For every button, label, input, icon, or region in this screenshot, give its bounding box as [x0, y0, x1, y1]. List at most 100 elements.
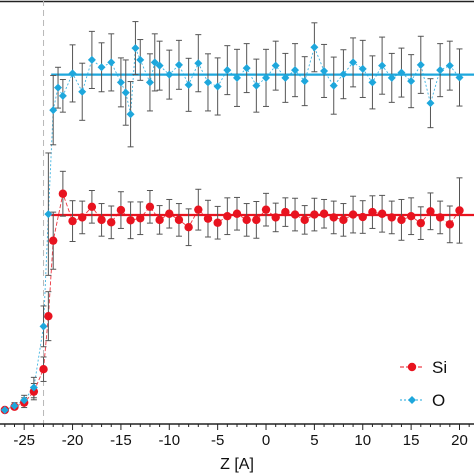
- data-point-si-10: [87, 202, 97, 212]
- data-point-o-38: [320, 66, 329, 75]
- data-point-o-0: [0, 406, 9, 414]
- data-point-o-47: [407, 77, 416, 86]
- data-point-o-10: [78, 87, 87, 96]
- data-point-o-26: [203, 78, 212, 87]
- data-point-si-31: [290, 210, 300, 219]
- data-point-o-40: [339, 70, 348, 79]
- data-point-o-36: [300, 77, 309, 86]
- data-point-o-50: [436, 66, 445, 75]
- data-point-o-5: [44, 210, 53, 219]
- data-point-o-29: [233, 73, 241, 82]
- mean-line-layer: [51, 73, 474, 217]
- data-point-si-46: [435, 213, 445, 222]
- data-point-o-16: [126, 110, 135, 119]
- data-point-o-45: [387, 73, 396, 82]
- x-tick-label: 10: [354, 432, 371, 449]
- data-point-o-1: [10, 401, 19, 410]
- data-point-si-26: [242, 215, 251, 225]
- data-point-o-24: [184, 80, 193, 89]
- data-point-o-34: [281, 73, 290, 82]
- data-point-si-17: [155, 215, 164, 225]
- data-point-o-11: [87, 55, 96, 64]
- data-point-si-22: [203, 214, 213, 223]
- data-point-si-29: [271, 213, 280, 222]
- data-point-o-2: [20, 396, 29, 405]
- data-point-o-28: [223, 66, 232, 75]
- data-point-si-40: [377, 209, 387, 218]
- data-point-si-13: [116, 205, 126, 215]
- data-point-si-41: [387, 213, 396, 222]
- data-point-si-12: [107, 218, 116, 227]
- data-point-o-51: [445, 61, 454, 70]
- legend-marker-o: [408, 396, 416, 404]
- data-point-o-52: [455, 73, 464, 82]
- legend-label-o: O: [432, 391, 445, 410]
- data-point-si-47: [445, 220, 455, 229]
- data-point-o-8: [58, 91, 67, 100]
- data-point-si-33: [310, 210, 319, 219]
- data-point-si-48: [455, 206, 464, 215]
- data-point-o-49: [426, 99, 435, 108]
- data-point-si-3: [29, 387, 39, 396]
- data-point-o-4: [39, 322, 48, 331]
- data-point-o-6: [49, 106, 58, 115]
- data-point-o-44: [378, 61, 387, 70]
- data-point-o-17: [131, 44, 140, 53]
- data-point-o-39: [329, 81, 338, 90]
- data-point-si-36: [339, 215, 348, 225]
- data-point-si-23: [213, 218, 222, 227]
- data-point-o-25: [194, 59, 203, 68]
- data-point-si-4: [39, 365, 48, 374]
- data-point-o-20: [150, 58, 159, 67]
- data-point-si-35: [329, 213, 338, 222]
- x-tick-label: 0: [262, 432, 270, 449]
- data-point-si-18: [165, 209, 174, 218]
- data-point-si-42: [397, 215, 406, 225]
- x-axis: -25 -20 -15 -10 -5 0 5 10 15 20: [0, 423, 474, 449]
- data-point-si-34: [319, 209, 329, 218]
- data-point-o-23: [174, 60, 183, 69]
- data-point-o-32: [262, 73, 271, 82]
- data-point-o-41: [349, 58, 358, 67]
- data-point-si-30: [281, 207, 290, 217]
- data-point-o-18: [136, 55, 145, 64]
- x-tick-label: -25: [13, 432, 35, 449]
- data-point-si-16: [145, 202, 155, 212]
- legend-label-si: Si: [432, 358, 447, 377]
- data-point-o-46: [397, 68, 406, 77]
- data-point-si-9: [78, 213, 87, 222]
- data-point-o-48: [416, 60, 425, 69]
- x-tick-label: 5: [310, 432, 318, 449]
- data-point-si-19: [174, 215, 184, 225]
- data-point-o-37: [310, 43, 319, 52]
- data-point-o-27: [213, 82, 222, 91]
- x-tick-label: 20: [451, 432, 468, 449]
- data-point-o-13: [107, 58, 116, 67]
- data-point-si-38: [358, 212, 367, 222]
- data-point-o-35: [291, 66, 300, 75]
- data-point-o-3: [29, 383, 38, 392]
- data-point-o-43: [368, 78, 377, 87]
- x-axis-title: Z [A]: [220, 456, 254, 473]
- data-point-si-24: [223, 212, 232, 221]
- marker-layer: [0, 43, 464, 415]
- data-point-o-31: [252, 81, 261, 90]
- data-point-o-14: [116, 78, 125, 87]
- x-tick-label: 15: [403, 432, 420, 449]
- data-point-si-6: [49, 236, 58, 245]
- x-tick-label: -5: [211, 432, 224, 449]
- legend-marker-si: [407, 362, 417, 372]
- data-point-si-21: [194, 205, 203, 214]
- data-point-o-7: [54, 83, 63, 92]
- data-point-si-15: [136, 214, 145, 223]
- data-point-si-27: [252, 215, 261, 225]
- data-point-si-8: [68, 216, 77, 226]
- data-point-si-11: [97, 215, 106, 225]
- data-point-si-25: [232, 209, 242, 218]
- data-point-si-43: [406, 212, 416, 221]
- x-tick-label: -20: [62, 432, 84, 449]
- data-point-si-32: [300, 215, 309, 225]
- data-point-si-45: [426, 207, 435, 216]
